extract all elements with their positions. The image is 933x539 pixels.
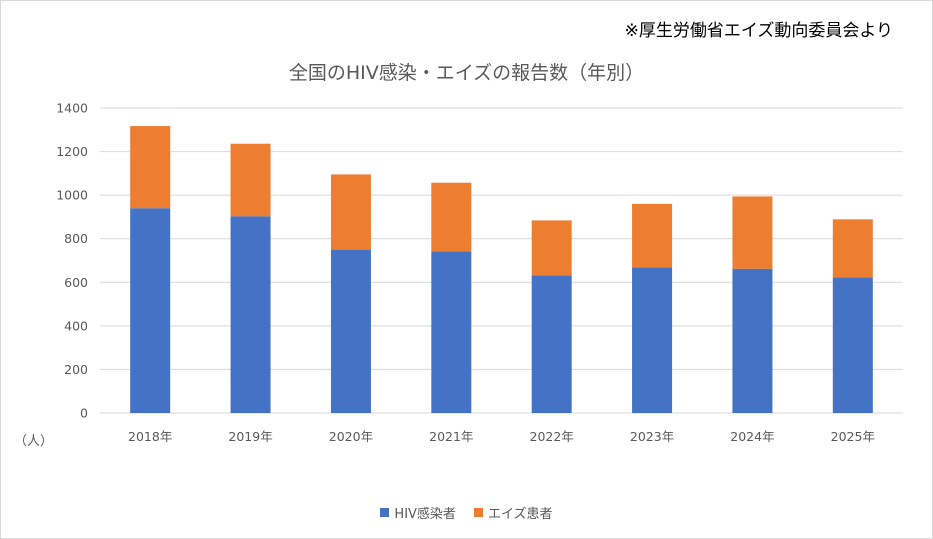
bar-hiv bbox=[130, 208, 171, 413]
y-tick-label: 400 bbox=[64, 318, 88, 333]
x-tick-label: 2022年 bbox=[530, 429, 574, 444]
x-tick-label: 2018年 bbox=[128, 429, 172, 444]
legend-item-hiv: HIV感染者 bbox=[380, 503, 456, 522]
bar-aids bbox=[230, 143, 271, 217]
y-tick-label: 600 bbox=[64, 275, 88, 290]
y-tick-label: 1000 bbox=[56, 188, 88, 203]
bar-aids bbox=[832, 219, 873, 278]
x-tick-label: 2024年 bbox=[730, 429, 774, 444]
x-tick-label: 2021年 bbox=[429, 429, 473, 444]
y-tick-label: 0 bbox=[80, 406, 88, 421]
bar-hiv bbox=[230, 216, 271, 413]
y-unit-label: （人） bbox=[14, 434, 54, 449]
bar-hiv bbox=[531, 275, 572, 413]
x-tick-label: 2025年 bbox=[831, 429, 875, 444]
legend-swatch-aids bbox=[473, 508, 483, 517]
x-tick-label: 2020年 bbox=[329, 429, 373, 444]
source-note: ※厚生労働省エイズ動向委員会より bbox=[624, 21, 893, 41]
bar-hiv bbox=[330, 249, 371, 413]
legend: HIV感染者 エイズ患者 bbox=[0, 503, 933, 522]
chart-title: 全国のHIV感染・エイズの報告数（年別） bbox=[288, 62, 645, 84]
x-tick-label: 2019年 bbox=[228, 429, 272, 444]
bar-aids bbox=[632, 203, 673, 268]
bar-aids bbox=[130, 126, 171, 209]
grid-lines bbox=[100, 107, 903, 414]
legend-item-aids: エイズ患者 bbox=[473, 503, 553, 522]
bar-hiv bbox=[832, 277, 873, 413]
y-tick-label: 200 bbox=[64, 362, 88, 377]
x-axis-ticks: 2018年 2019年 2020年 2021年 2022年 2023年 2024年 2025年 bbox=[128, 429, 875, 444]
bar-hiv bbox=[632, 267, 673, 413]
y-tick-label: 800 bbox=[64, 231, 88, 246]
x-tick-label: 2023年 bbox=[630, 429, 674, 444]
bar-hiv bbox=[431, 251, 472, 413]
legend-label-aids: エイズ患者 bbox=[487, 507, 553, 522]
legend-swatch-hiv bbox=[380, 508, 390, 517]
bar-aids bbox=[531, 220, 572, 276]
bars bbox=[130, 126, 873, 413]
y-tick-label: 1400 bbox=[56, 101, 88, 116]
bar-hiv bbox=[732, 268, 773, 413]
bar-aids bbox=[431, 182, 472, 252]
y-axis-ticks: 0 200 400 600 800 1000 1200 1400 bbox=[56, 101, 88, 421]
legend-label-hiv: HIV感染者 bbox=[394, 507, 456, 522]
bar-aids bbox=[732, 196, 773, 269]
bar-aids bbox=[330, 174, 371, 250]
y-tick-label: 1200 bbox=[56, 144, 88, 159]
